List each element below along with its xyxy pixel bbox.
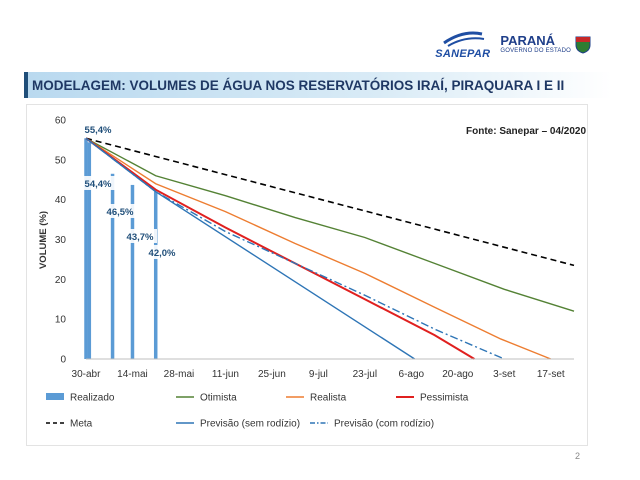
legend-label-previsao_com: Previsão (com rodízio)	[334, 419, 434, 430]
y-tick-label: 50	[55, 155, 67, 166]
sanepar-logo: SANEPAR	[435, 28, 490, 60]
x-tick-label: 30-abr	[72, 369, 102, 380]
legend-label-realizado: Realizado	[70, 393, 115, 404]
data-label-realizado: 46,5%	[107, 207, 134, 218]
x-tick-label: 9-jul	[309, 369, 328, 380]
parana-crest-icon	[575, 36, 591, 54]
y-tick-label: 30	[55, 235, 67, 246]
legend-label-otimista: Otimista	[200, 393, 237, 404]
y-tick-label: 20	[55, 275, 67, 286]
x-tick-label: 17-set	[537, 369, 565, 380]
data-label-realizado: 43,7%	[127, 232, 154, 243]
x-tick-label: 11-jun	[212, 369, 239, 380]
data-label-box	[81, 122, 115, 136]
data-label-box	[145, 245, 179, 259]
legend-label-previsao_sem: Previsão (sem rodízio)	[200, 419, 300, 430]
series-line-realista	[85, 137, 552, 360]
parana-logo: PARANÁ GOVERNO DO ESTADO	[500, 34, 592, 54]
data-label-realizado: 55,4%	[85, 125, 112, 136]
bar-realizado	[130, 184, 135, 359]
bar-realizado	[110, 173, 115, 359]
x-tick-label: 28-mai	[164, 369, 195, 380]
series-line-previsao_com	[85, 137, 505, 360]
data-label-box	[123, 229, 157, 243]
series-line-pessimista	[85, 137, 475, 360]
sanepar-logo-text: SANEPAR	[435, 48, 491, 60]
series-line-previsao_sem	[85, 137, 416, 360]
x-tick-label: 6-ago	[399, 369, 425, 380]
logos: SANEPAR PARANÁ GOVERNO DO ESTADO	[435, 28, 592, 60]
series-line-meta	[85, 137, 575, 267]
y-tick-label: 60	[55, 116, 67, 127]
x-tick-label: 25-jun	[258, 369, 286, 380]
bar-realizado	[153, 191, 158, 359]
data-label-box	[81, 176, 115, 190]
x-tick-label: 20-ago	[442, 369, 474, 380]
page-number: 2	[574, 451, 580, 461]
y-tick-label: 10	[55, 315, 67, 326]
bar-realizado	[87, 142, 92, 359]
data-label-box	[103, 204, 137, 218]
legend-label-realista: Realista	[310, 393, 347, 404]
x-tick-label: 3-set	[493, 369, 515, 380]
title-bar: MODELAGEM: VOLUMES DE ÁGUA NOS RESERVATÓ…	[24, 72, 612, 98]
legend-label-meta: Meta	[70, 419, 93, 430]
sanepar-mark-icon	[442, 31, 484, 47]
x-tick-label: 23-jul	[353, 369, 377, 380]
chart-frame	[26, 104, 588, 446]
series-line-otimista	[85, 137, 575, 312]
legend-label-pessimista: Pessimista	[420, 393, 469, 404]
y-tick-label: 40	[55, 195, 67, 206]
x-tick-label: 14-mai	[117, 369, 148, 380]
bar-realizado	[84, 138, 88, 359]
parana-logo-subtext: GOVERNO DO ESTADO	[500, 48, 571, 54]
page-title: MODELAGEM: VOLUMES DE ÁGUA NOS RESERVATÓ…	[32, 77, 565, 93]
chart-source: Fonte: Sanepar – 04/2020	[466, 126, 586, 137]
legend-swatch-realizado	[46, 393, 64, 400]
parana-logo-text: PARANÁ	[500, 33, 556, 48]
data-label-realizado: 54,4%	[85, 179, 112, 190]
data-label-realizado: 42,0%	[149, 248, 176, 259]
y-tick-label: 0	[60, 355, 66, 366]
y-axis-label: VOLUME (%)	[38, 211, 49, 269]
